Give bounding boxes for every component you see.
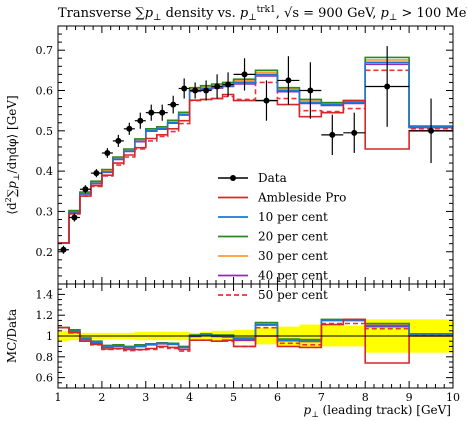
data-point [71, 214, 78, 221]
legend-entry: 20 per cent [218, 230, 328, 244]
data-point [82, 186, 89, 193]
data-point [104, 149, 111, 156]
x-tick-label: 4 [186, 391, 193, 404]
legend: Data Ambleside Pro 10 per cent 20 per cent 3… [218, 171, 346, 302]
data-point [126, 125, 133, 132]
data-point [159, 109, 166, 116]
legend-label: 10 per cent [258, 210, 328, 224]
data-point [263, 97, 270, 104]
x-tick-label: 5 [230, 391, 237, 404]
x-tick-label: 8 [362, 391, 369, 404]
ratio-series-line [58, 322, 453, 352]
data-point [214, 83, 221, 90]
data-point [285, 77, 292, 84]
main-y-axis-label: ⟨d2∑p⊥/dηdφ⟩ [GeV] [4, 95, 21, 214]
data-point [307, 87, 314, 94]
x-tick-label: 3 [142, 391, 149, 404]
legend-entry: Ambleside Pro [218, 191, 346, 205]
ratio-panel: 0.6 0.8 1 1.2 1.4 1 2 3 4 5 6 7 8 9 10 MC/Data p⊥ (lea… [5, 283, 460, 419]
main-axes: 0.2 0.3 0.4 0.5 0.6 0.7 [36, 26, 454, 284]
data-point [351, 129, 358, 136]
legend-label: 50 per cent [258, 288, 328, 302]
x-tick-label: 6 [274, 391, 281, 404]
data-point [148, 109, 155, 116]
data-point [137, 117, 144, 124]
ratio-y-tick-label: 1.4 [36, 288, 54, 301]
legend-label: 30 per cent [258, 249, 328, 263]
data-point [225, 81, 232, 88]
x-tick-label: 9 [406, 391, 413, 404]
legend-entry: 30 per cent [218, 249, 328, 263]
main-y-tick-label: 0.7 [36, 44, 54, 57]
data-point [60, 246, 67, 253]
mc-series-line [58, 69, 453, 244]
main-panel: 0.2 0.3 0.4 0.5 0.6 0.7 ⟨d2∑p⊥/dηdφ⟩ [GeV] [4, 25, 454, 285]
ratio-frame [57, 283, 454, 389]
ratio-y-axis-label: MC/Data [5, 309, 19, 363]
data-point [241, 71, 248, 78]
x-tick-label: 1 [55, 391, 62, 404]
main-y-tick-label: 0.2 [36, 246, 54, 259]
legend-label: Data [258, 171, 287, 185]
main-y-tick-label: 0.3 [36, 205, 54, 218]
x-tick-label: 2 [98, 391, 105, 404]
data-point [93, 170, 100, 177]
data-point [170, 101, 177, 108]
data-point [181, 85, 188, 92]
data-point [192, 87, 199, 94]
legend-entry: 50 per cent [218, 288, 328, 302]
ratio-plot-marks [58, 318, 453, 364]
data-points [58, 46, 453, 254]
main-plot-marks [58, 46, 453, 254]
ratio-y-tick-label: 0.8 [36, 351, 54, 364]
main-y-tick-label: 0.4 [36, 165, 54, 178]
main-y-tick-label: 0.5 [36, 125, 54, 138]
data-point [428, 127, 435, 134]
data-point [384, 83, 391, 90]
data-point [203, 87, 210, 94]
main-y-tick-label: 0.6 [36, 85, 54, 98]
legend-entry: 10 per cent [218, 210, 328, 224]
x-tick-label: 10 [446, 391, 460, 404]
legend-entry: Data [218, 171, 287, 185]
legend-swatch-point [230, 175, 236, 181]
ratio-axes: 0.6 0.8 1 1.2 1.4 1 2 3 4 5 6 7 8 9 10 [36, 284, 460, 404]
ratio-y-tick-label: 1 [46, 330, 53, 343]
legend-entry: 40 per cent [218, 269, 328, 283]
chart-title: Transverse ∑p⊥ density vs. p⊥trk1, √s = … [58, 5, 467, 23]
x-tick-label: 7 [318, 391, 325, 404]
ratio-y-tick-label: 0.6 [36, 372, 54, 385]
data-point [329, 131, 336, 138]
data-point [115, 137, 122, 144]
legend-label: Ambleside Pro [257, 191, 346, 205]
legend-label: 40 per cent [258, 269, 328, 283]
ratio-y-tick-label: 1.2 [36, 309, 54, 322]
legend-label: 20 per cent [258, 230, 328, 244]
mc-series-line [58, 93, 453, 244]
x-axis-label: p⊥ (leading track) [GeV] [304, 403, 451, 419]
mc-series-line [58, 59, 453, 244]
